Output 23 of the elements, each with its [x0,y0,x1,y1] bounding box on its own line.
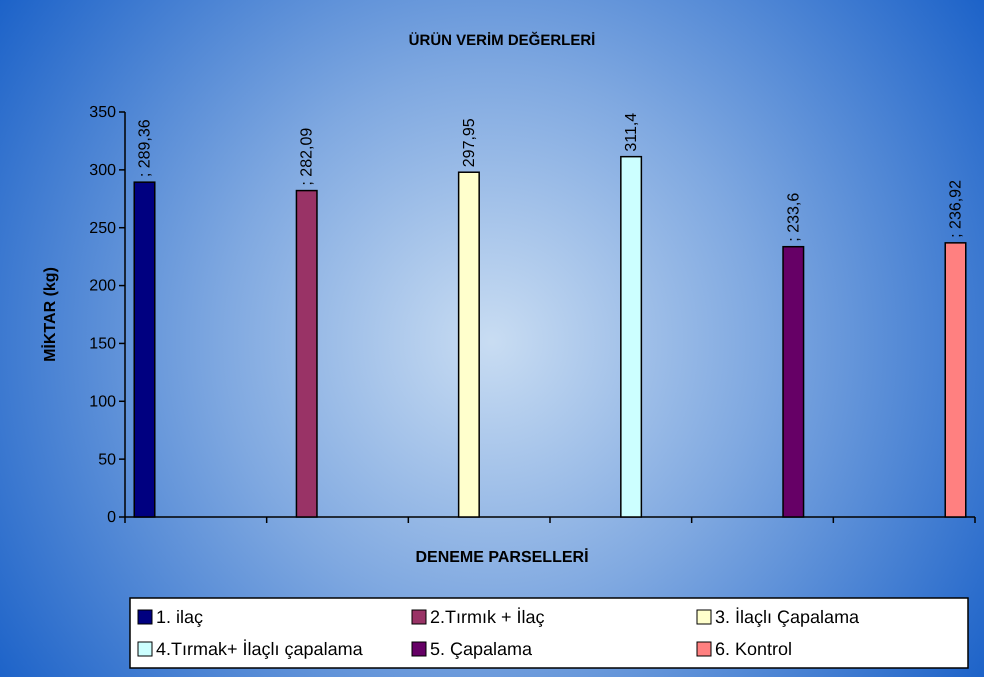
y-tick-label: 150 [89,336,116,353]
y-tick-label: 350 [89,104,116,122]
y-tick-label: 100 [89,393,116,410]
y-tick-label: 200 [89,278,116,295]
data-label: 297,95 [460,118,478,168]
legend-label: 1. ilaç [156,607,204,627]
data-label: ; 233,6 [785,192,802,242]
legend-label: 3. İlaçlı Çapalama [715,607,860,627]
data-label: 311,4 [623,112,640,152]
data-label: ; 236,92 [947,180,964,238]
legend-label: 5. Çapalama [430,639,534,659]
y-axis-title: MİKTAR (kg) [41,267,59,362]
legend-label: 6. Kontrol [715,639,792,659]
y-tick-label: 250 [89,220,116,237]
legend-label: 4.Tırmak+ İlaçlı çapalama [156,639,364,659]
data-label: ; 289,36 [136,119,154,178]
y-tick-label: 50 [98,451,116,468]
chart-title: ÜRÜN VERİM DEĞERLERİ [408,31,596,49]
legend-label: 2.Tırmık + İlaç [430,607,545,627]
y-tick-label: 0 [107,509,116,526]
y-tick-label: 300 [89,162,116,179]
x-axis-title: DENEME PARSELLERİ [415,548,589,566]
data-label: ; 282,09 [298,128,316,186]
